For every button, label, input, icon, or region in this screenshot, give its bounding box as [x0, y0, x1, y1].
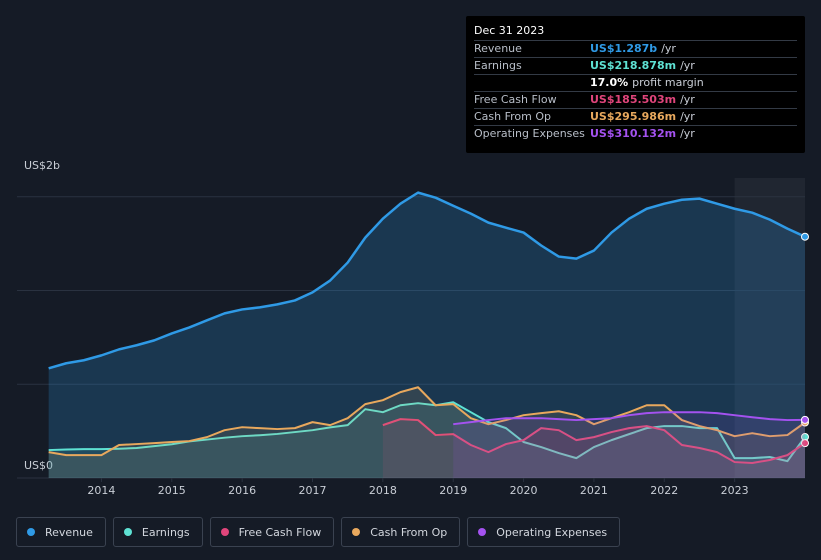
legend-swatch [478, 528, 487, 536]
legend: Revenue Earnings Free Cash Flow Cash From O… [16, 517, 621, 547]
legend-swatch [352, 528, 361, 536]
tooltip: Dec 31 2023 Revenue US$1.287b/yr Earnings US… [466, 16, 805, 153]
x-tick-label: 2016 [228, 484, 256, 497]
end-marker [801, 439, 809, 448]
x-tick-label: 2015 [158, 484, 186, 497]
tooltip-label: Earnings [474, 59, 522, 72]
tooltip-row: Revenue US$1.287b/yr [474, 40, 797, 57]
tooltip-row: Operating Expenses US$310.132m/yr [474, 125, 797, 142]
forecast-shade [734, 178, 805, 478]
legend-item[interactable]: Operating Expenses [467, 517, 621, 547]
tooltip-value: US$218.878m [590, 59, 677, 72]
line [48, 386, 806, 457]
line [48, 401, 806, 463]
tooltip-value: US$295.986m [590, 110, 677, 123]
tooltip-row: Cash From Op US$295.986m/yr [474, 108, 797, 125]
tooltip-unit: /yr [680, 93, 695, 106]
legend-item[interactable]: Free Cash Flow [209, 517, 335, 547]
area [382, 419, 805, 478]
legend-label: Earnings [141, 525, 190, 539]
legend-label: Free Cash Flow [238, 525, 322, 539]
tooltip-row: 17.0% profit margin [474, 74, 797, 91]
x-tick-label: 2019 [439, 484, 467, 497]
tooltip-label: Operating Expenses [474, 127, 585, 140]
tooltip-row: Free Cash Flow US$185.503m/yr [474, 91, 797, 108]
line [48, 191, 806, 370]
tooltip-unit: /yr [680, 59, 695, 72]
x-tick-label: 2014 [87, 484, 115, 497]
tooltip-unit: /yr [680, 127, 695, 140]
x-tick-label: 2023 [721, 484, 749, 497]
end-marker [801, 415, 809, 424]
x-tick-label: 2018 [369, 484, 397, 497]
legend-label: Operating Expenses [496, 525, 608, 539]
tooltip-unit: /yr [661, 42, 676, 55]
legend-item[interactable]: Cash From Op [341, 517, 461, 547]
tooltip-value: 17.0% [590, 76, 629, 89]
area [48, 387, 806, 478]
legend-item[interactable]: Earnings [112, 517, 203, 547]
tooltip-value: US$1.287b [590, 42, 658, 55]
x-tick-label: 2017 [299, 484, 327, 497]
tooltip-value: US$310.132m [590, 127, 677, 140]
legend-swatch [220, 528, 229, 536]
x-tick-label: 2021 [580, 484, 608, 497]
x-tick-label: 2022 [650, 484, 678, 497]
legend-label: Cash From Op [370, 525, 448, 539]
tooltip-value: US$185.503m [590, 93, 677, 106]
y-tick-label: US$0 [24, 459, 53, 472]
tooltip-unit: /yr [680, 110, 695, 123]
x-tick-label: 2020 [510, 484, 538, 497]
line [453, 411, 806, 426]
tooltip-label: Free Cash Flow [474, 93, 557, 106]
legend-swatch [27, 528, 35, 536]
tooltip-label [474, 75, 590, 91]
legend-label: Revenue [45, 525, 93, 539]
y-tick-label: US$2b [24, 159, 60, 172]
area [48, 402, 806, 478]
end-marker [801, 232, 809, 241]
tooltip-unit: profit margin [632, 76, 704, 89]
tooltip-label: Cash From Op [474, 110, 552, 123]
line [382, 418, 806, 464]
area [48, 192, 806, 478]
legend-swatch [123, 528, 132, 536]
area [453, 412, 805, 478]
tooltip-date: Dec 31 2023 [474, 24, 545, 37]
tooltip-label: Revenue [474, 42, 522, 55]
legend-item[interactable]: Revenue [16, 517, 106, 547]
chart: US$0 US$2b 2014 2015 2016 2017 2018 2019 2020 202… [17, 159, 809, 497]
tooltip-row: Earnings US$218.878m/yr [474, 57, 797, 74]
